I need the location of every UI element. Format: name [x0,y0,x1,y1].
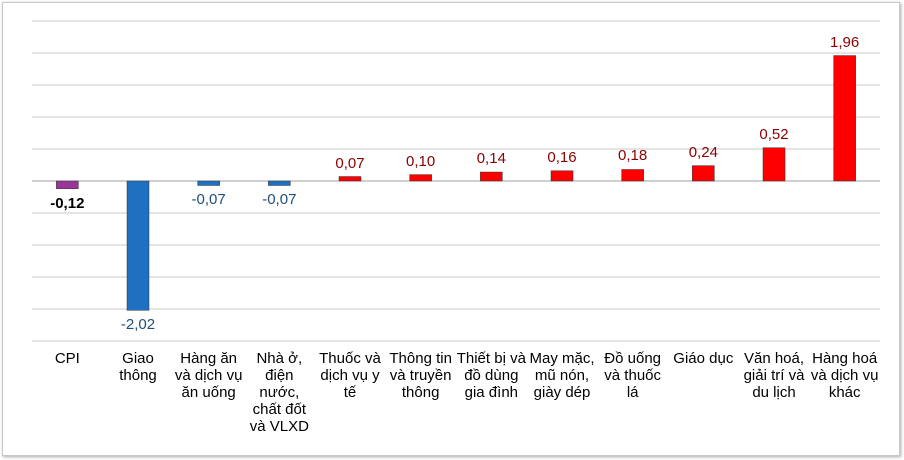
bar [56,180,79,189]
x-tick-label: Thiết bị và đồ dùng gia đình [456,350,526,401]
value-label: -0,07 [191,191,226,209]
bar [833,55,856,182]
bar [409,174,432,182]
bar [621,169,644,182]
value-label: -0,07 [262,191,297,209]
x-tick-label: Thông tin và truyền thông [389,350,452,401]
x-tick-label: Thuốc và dịch vụ y tế [319,350,381,401]
x-tick-label: CPI [54,350,80,367]
bar [550,170,574,182]
value-label: 0,16 [547,148,577,166]
bar [126,180,150,311]
x-tick-label: Văn hoá, giải trí và du lịch [743,350,805,401]
x-tick-label: Đồ uống và thuốc lá [604,350,662,401]
bar [268,180,291,186]
x-tick-label: Giao thông [119,350,157,384]
x-tick-label: May mặc, mũ nón, giày dép [529,350,595,401]
value-label: 1,96 [830,33,860,51]
value-label: 0,18 [618,147,648,165]
bar [692,165,715,182]
value-label: -0,12 [50,194,85,212]
x-tick-label: Giáo dục [673,350,734,367]
value-label: 0,07 [335,154,365,172]
value-label: -2,02 [120,316,156,334]
value-label: 0,52 [759,125,789,143]
x-tick-label: Hàng ăn và dịch vụ ăn uống [174,350,243,401]
bar [480,171,503,182]
x-tick-label: Hàng hoá và dịch vụ khác [810,350,879,401]
value-label: 0,10 [406,152,436,170]
bar [338,176,362,182]
bar [197,180,220,186]
bar [762,147,786,182]
value-label: 0,24 [688,143,718,161]
x-tick-label: Nhà ở, điện nước, chất đốt và VLXD [249,350,309,435]
value-label: 0,14 [476,150,506,168]
